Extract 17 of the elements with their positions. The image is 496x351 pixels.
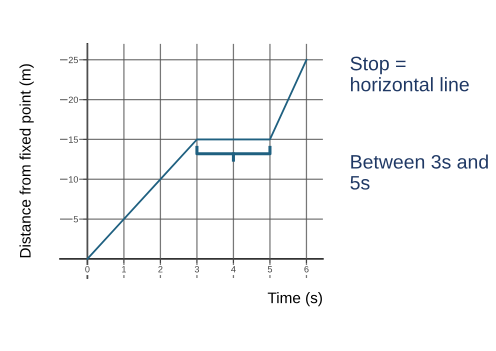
x-tick-label: 4 <box>231 266 236 272</box>
y-axis-title: Distance from fixed point (m) <box>19 64 34 258</box>
x-tick-label: 0 <box>85 266 90 272</box>
x-tick-label: 2 <box>158 266 162 272</box>
x-tick-label: 5 <box>268 266 272 272</box>
y-tick-label: 5 <box>74 216 78 222</box>
y-tick-label: 20 <box>68 96 78 103</box>
x-axis-title: Time (s) <box>268 292 322 306</box>
text: Stop = horizontal line <box>350 56 469 92</box>
y-tick-label: 15 <box>69 136 78 143</box>
y-tick-label: 10 <box>69 176 78 183</box>
line-series <box>86 58 308 260</box>
text: Between 3s and 5s <box>350 154 488 190</box>
x-tick-label: 3 <box>194 266 200 272</box>
y-tick-label: 25 <box>68 56 78 64</box>
x-tick-label: 1 <box>122 266 126 272</box>
x-tick-label: 6 <box>304 266 309 272</box>
